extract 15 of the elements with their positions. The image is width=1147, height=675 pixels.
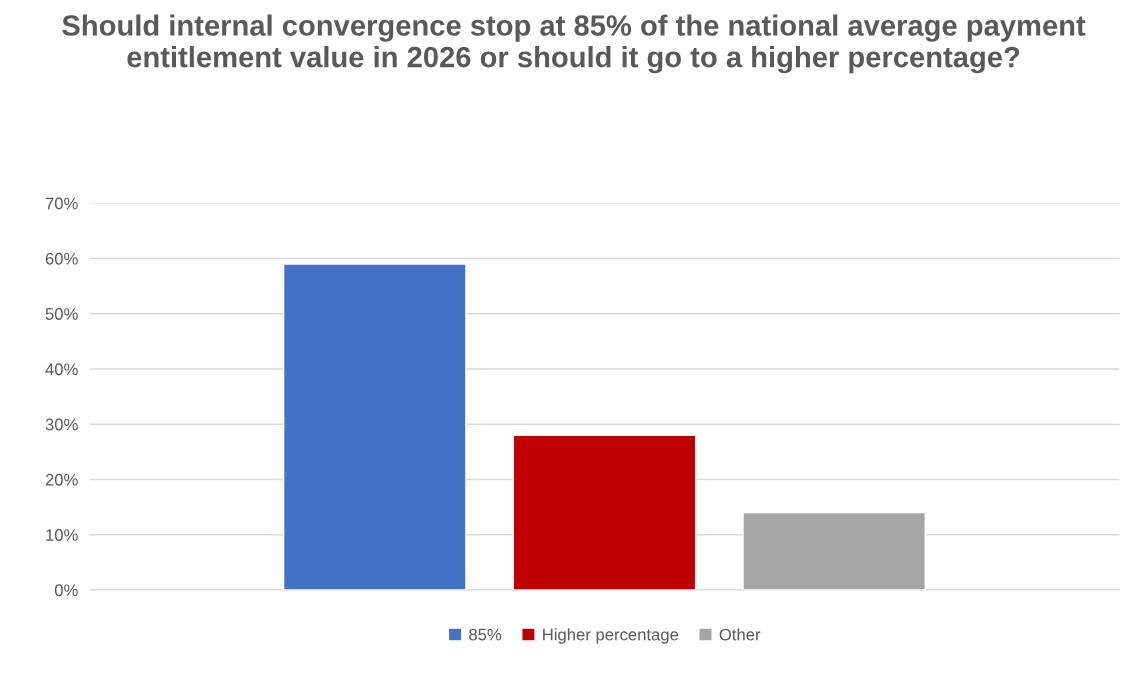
y-tick-label: 50% — [45, 308, 78, 320]
chart-title: Should internal convergence stop at 85% of the national average payment entitlement value in 2026 or should it go to a higher percentage? — [62, 14, 1086, 74]
bar — [282, 263, 467, 590]
y-tick-label: 40% — [45, 363, 78, 376]
y-tick-label: 0% — [54, 584, 78, 597]
y-tick-label: 60% — [45, 252, 78, 265]
legend-label: Higher percentage — [543, 628, 679, 644]
y-tick-label: 20% — [45, 473, 78, 486]
bar — [512, 434, 697, 590]
legend-label: 85% — [469, 628, 502, 641]
y-tick-label: 10% — [46, 529, 78, 541]
legend-label: Other — [719, 628, 761, 641]
bar — [742, 511, 927, 590]
y-tick-label: 70% — [45, 197, 78, 210]
y-tick-label: 30% — [45, 418, 78, 431]
